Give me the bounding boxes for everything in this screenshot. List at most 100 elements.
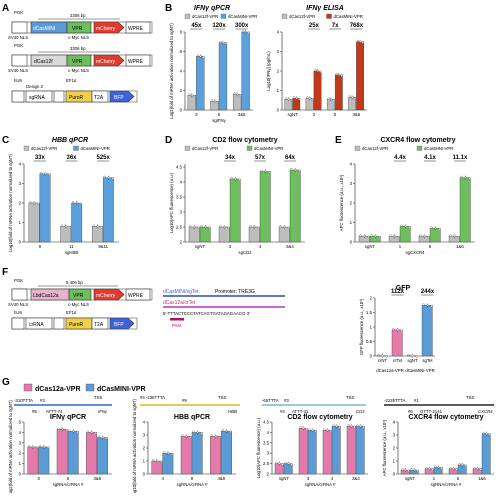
x-tick-label: 3&5 <box>353 112 361 117</box>
x-axis-label: sgRNA/crRNA # <box>53 482 84 487</box>
y-tick-label: 4 <box>267 430 270 435</box>
data-point <box>300 427 302 429</box>
box-dcas12f: dCas12f <box>34 59 53 65</box>
chart-title: IFNγ qPCR <box>194 5 230 12</box>
bar <box>192 432 202 474</box>
box-vpr: VPR <box>72 59 83 65</box>
box-wpre: WPRE <box>128 59 144 65</box>
x-tick-label: 3&5 <box>238 112 246 117</box>
y-axis-label: Log10(APC fluorescence) (a.u.) <box>256 417 261 478</box>
bar <box>230 179 240 242</box>
data-point <box>28 445 30 447</box>
y-tick-label: 0 <box>180 108 183 113</box>
promoter-ef1a: EF1α <box>66 310 77 315</box>
y-axis-label: Log10(fold of mRNA activation normalized… <box>8 153 13 251</box>
data-point <box>405 469 407 471</box>
box-bfp: BFP <box>114 322 124 328</box>
x-tick-label: 3 <box>307 476 310 481</box>
data-point <box>230 431 232 433</box>
data-point <box>315 430 317 432</box>
y-tick-label: 0 <box>19 472 22 477</box>
y-tick-label: 4.5 <box>263 420 270 425</box>
x-tick-label: 4 <box>331 476 334 481</box>
data-point <box>450 234 452 236</box>
data-point <box>426 467 428 469</box>
data-point <box>288 463 290 465</box>
y-tick-label: 0 <box>277 108 280 113</box>
data-point <box>378 354 380 356</box>
data-point <box>93 225 95 227</box>
fold-change-label: 33x <box>35 155 46 161</box>
panel-label-f: F <box>2 267 8 278</box>
chart-title: IFNγ qPCR <box>50 414 86 421</box>
legend-label: dCasMINI-VPR <box>334 14 363 19</box>
legend-label: dCas12f-VPR <box>192 146 218 151</box>
y-tick-label: 0 <box>350 240 353 245</box>
data-point <box>276 462 278 464</box>
x-axis-label: sgCD2 <box>238 250 252 255</box>
x-tick-label: 3 <box>37 476 40 481</box>
y-tick-label: 8 <box>180 30 183 35</box>
bar <box>260 172 270 243</box>
data-point <box>351 96 353 98</box>
data-point <box>269 171 271 173</box>
x-tick-label: sgNT <box>405 476 416 481</box>
promoter-ef1a: EF1α <box>66 78 77 83</box>
legend-swatch <box>417 146 422 151</box>
data-point <box>311 98 313 100</box>
y-axis-label: Log2(fold of mRNA activation normalized … <box>8 400 13 493</box>
bar <box>57 429 67 474</box>
bar <box>163 453 173 474</box>
bar <box>400 226 410 242</box>
data-point <box>72 201 74 203</box>
data-point <box>306 428 308 430</box>
data-point <box>201 225 203 227</box>
data-point <box>295 169 297 171</box>
data-point <box>363 426 365 428</box>
bar <box>188 95 196 110</box>
data-point <box>330 98 332 100</box>
data-point <box>362 42 364 44</box>
data-point <box>324 429 326 431</box>
data-point <box>483 432 485 434</box>
y-tick-label: 4 <box>180 180 183 185</box>
legend-label: dCasMINI-VPR <box>228 14 257 19</box>
x-tick-label: sgNT <box>195 244 206 249</box>
data-point <box>224 226 226 228</box>
x-tick-label: 9 <box>191 476 194 481</box>
bar <box>460 178 470 242</box>
data-point <box>66 429 68 431</box>
data-point <box>197 55 199 57</box>
chart-title: CD2 flow cytometry <box>212 137 277 144</box>
data-point <box>62 428 64 430</box>
bar <box>210 436 220 474</box>
data-point <box>461 176 463 178</box>
x-tick-label: sgNT <box>365 244 376 249</box>
data-point <box>69 430 71 432</box>
legend-label: dCas12f-VPR <box>362 146 388 151</box>
data-point <box>465 465 467 467</box>
data-point <box>282 464 284 466</box>
chart-title: CXCR4 flow cytometry <box>380 137 455 144</box>
data-point <box>298 98 300 100</box>
y-axis-label: Log10(APC fluorescence) (a.u.) <box>169 172 174 233</box>
box-t2a: T2A <box>94 95 104 101</box>
data-point <box>394 235 396 237</box>
data-point <box>454 235 456 237</box>
data-point <box>73 430 75 432</box>
y-axis-label: Log10(fold of mRNA activation normalized… <box>132 398 137 493</box>
data-point <box>239 179 241 181</box>
data-point <box>474 467 476 469</box>
construct-crrna: hU6 EF1α crRNA PuroR T2A BFP <box>12 310 137 329</box>
g4-tss: TSS <box>466 395 474 400</box>
data-point <box>65 226 67 228</box>
g-scheme-hbb: #4 -238TTTA #9 TSS HBB <box>140 395 240 414</box>
y-tick-label: 0 <box>370 354 373 359</box>
data-point <box>409 226 411 228</box>
y-tick-label: 3 <box>267 451 270 456</box>
data-point <box>182 435 184 437</box>
x-tick-label: 9&11 <box>98 244 108 249</box>
